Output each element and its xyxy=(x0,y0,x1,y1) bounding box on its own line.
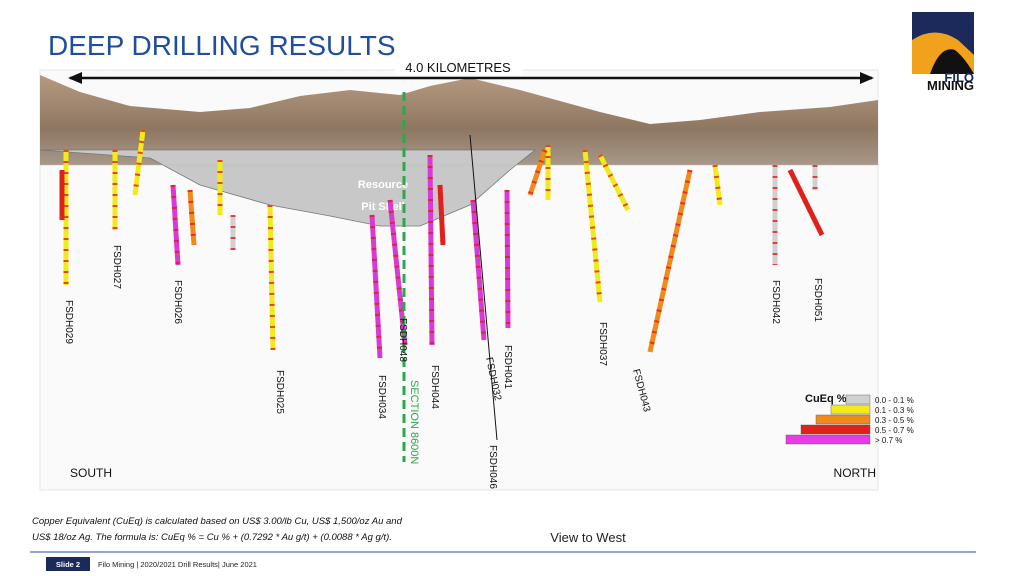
drill-hole xyxy=(427,154,435,346)
drill-hole-assay xyxy=(170,184,181,266)
hole-label: FSDH034 xyxy=(376,375,387,419)
hole-label: FSDH029 xyxy=(63,300,74,344)
hole-label: FSDH046 xyxy=(487,445,498,489)
slide-number: Slide 2 xyxy=(56,560,80,569)
drill-hole-assay xyxy=(504,189,511,329)
drill-hole-assay xyxy=(647,169,693,353)
legend-swatch xyxy=(800,424,871,435)
legend-title: CuEq % xyxy=(805,393,847,405)
drill-hole-assay xyxy=(470,199,487,341)
hole-label: FSDH037 xyxy=(597,322,608,366)
hole-label: FSDH041 xyxy=(502,345,513,389)
cross-section: 4.0 KILOMETRES Resource Pit Shell SOUTH … xyxy=(39,60,879,491)
drill-hole-assay xyxy=(527,149,548,196)
legend-label: 0.3 - 0.5 % xyxy=(875,416,914,425)
hole-label: FSDH051 xyxy=(812,278,823,322)
logo-text: FILO xyxy=(944,70,974,85)
legend-swatch xyxy=(830,404,871,415)
logo: FILO MINING xyxy=(912,12,974,93)
north-label: NORTH xyxy=(834,466,876,480)
legend-label: > 0.7 % xyxy=(875,436,902,445)
hole-label: FSDH027 xyxy=(111,245,122,289)
drill-hole-assay xyxy=(787,168,825,237)
view-label: View to West xyxy=(550,530,626,545)
drill-hole xyxy=(504,189,511,329)
hole-label: FSDH042 xyxy=(770,280,781,324)
logo-text: MINING xyxy=(927,78,974,93)
drill-hole xyxy=(597,153,631,212)
footer-text: Filo Mining | 2020/2021 Drill Results| J… xyxy=(98,560,257,569)
section-line-label: SECTION 8600N xyxy=(408,380,420,464)
hole-label: FSDH048 xyxy=(397,318,408,362)
hole-label: FSDH044 xyxy=(429,365,440,409)
legend-swatch xyxy=(815,414,871,425)
pit-label: Pit Shell xyxy=(361,201,404,213)
legend-label: 0.0 - 0.1 % xyxy=(875,396,914,405)
legend-swatch xyxy=(845,394,871,405)
south-label: SOUTH xyxy=(70,466,112,480)
legend-label: 0.5 - 0.7 % xyxy=(875,426,914,435)
pit-label: Resource xyxy=(358,179,408,191)
drill-hole xyxy=(582,149,603,303)
drill-hole xyxy=(437,184,446,246)
drill-hole xyxy=(267,204,276,351)
footnote: US$ 18/oz Ag. The formula is: CuEq % = C… xyxy=(32,532,392,543)
footnote: Copper Equivalent (CuEq) is calculated b… xyxy=(32,516,403,527)
title: DEEP DRILLING RESULTS xyxy=(48,30,396,61)
drill-hole-assay xyxy=(187,189,197,246)
drill-hole-assay xyxy=(369,214,383,359)
drill-hole-assay xyxy=(712,164,723,206)
scale-label: 4.0 KILOMETRES xyxy=(405,60,511,75)
legend-swatch xyxy=(785,434,871,445)
hole-label: FSDH025 xyxy=(274,370,285,414)
hole-label: FSDH026 xyxy=(172,280,183,324)
drill-hole xyxy=(132,129,146,196)
legend-label: 0.1 - 0.3 % xyxy=(875,406,914,415)
legend: CuEq % 0.0 - 0.1 %0.1 - 0.3 %0.3 - 0.5 %… xyxy=(785,393,914,445)
